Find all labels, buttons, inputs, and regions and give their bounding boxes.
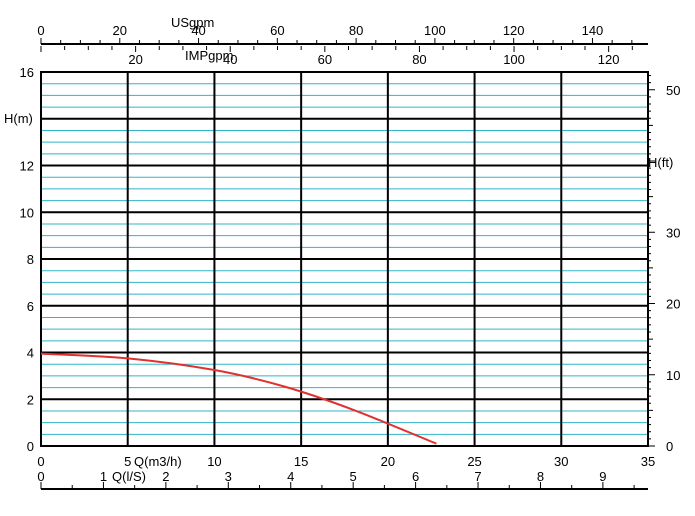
plot-frame <box>40 71 649 447</box>
h-m-tick-label: 12 <box>20 159 34 174</box>
q-m3h-tick-label: 5 <box>124 454 131 469</box>
impgpm-tick-label: 120 <box>598 52 620 67</box>
h-m-axis-label: H(m) <box>4 111 33 126</box>
q-ls-tick-label: 2 <box>162 469 169 484</box>
q-ls-tick-label: 0 <box>37 469 44 484</box>
q-ls-tick-label: 1 <box>100 469 107 484</box>
impgpm-axis-label: IMPgpm <box>185 48 233 63</box>
q-ls-tick-label: 9 <box>599 469 606 484</box>
q-ls-tick-label: 4 <box>287 469 294 484</box>
h-ft-tick-label: 20 <box>666 297 680 312</box>
impgpm-tick-label: 40 <box>223 52 237 67</box>
usgpm-tick-label: 0 <box>37 23 44 38</box>
h-m-tick-label: 4 <box>27 346 34 361</box>
series-layer <box>40 352 437 445</box>
h-ft-tick-label: 50 <box>666 83 680 98</box>
usgpm-tick-label: 120 <box>503 23 525 38</box>
impgpm-tick-label: 20 <box>128 52 142 67</box>
impgpm-tick-label: 100 <box>503 52 525 67</box>
h-m-tick-label: 0 <box>27 439 34 454</box>
q-ls-tick-label: 8 <box>537 469 544 484</box>
h-m-tick-label: 8 <box>27 252 34 267</box>
h-ft-tick-label: 30 <box>666 225 680 240</box>
q-ls-tick-label: 5 <box>350 469 357 484</box>
h-m-tick-label: 10 <box>20 205 34 220</box>
usgpm-tick-label: 80 <box>349 23 363 38</box>
usgpm-tick-label: 20 <box>113 23 127 38</box>
usgpm-tick-label: 60 <box>270 23 284 38</box>
minor-gridlines <box>41 83 648 435</box>
q-m3h-tick-label: 15 <box>294 454 308 469</box>
usgpm-tick-label: 100 <box>424 23 446 38</box>
h-ft-tick-label: 10 <box>666 368 680 383</box>
impgpm-tick-label: 60 <box>318 52 332 67</box>
h-ft-tick-label: 0 <box>666 439 673 454</box>
q-m3h-tick-label: 20 <box>381 454 395 469</box>
usgpm-tick-label: 140 <box>582 23 604 38</box>
q-m3h-tick-label: 10 <box>207 454 221 469</box>
h-m-tick-label: 16 <box>20 65 34 80</box>
major-gridlines <box>41 72 648 446</box>
q-ls-axis-label: Q(l/S) <box>112 469 146 484</box>
h-ft-axis-label: H(ft) <box>648 155 673 170</box>
axis-ticks <box>40 38 655 490</box>
q-m3h-tick-label: 0 <box>37 454 44 469</box>
impgpm-tick-label: 80 <box>412 52 426 67</box>
performance-curve <box>40 352 437 445</box>
h-m-tick-label: 2 <box>27 392 34 407</box>
q-m3h-tick-label: 25 <box>467 454 481 469</box>
usgpm-axis-label: USgpm <box>171 15 214 30</box>
q-m3h-tick-label: 30 <box>554 454 568 469</box>
q-ls-tick-label: 3 <box>225 469 232 484</box>
q-m3h-tick-label: 35 <box>641 454 655 469</box>
q-ls-tick-label: 6 <box>412 469 419 484</box>
h-m-tick-label: 6 <box>27 299 34 314</box>
q-ls-tick-label: 7 <box>474 469 481 484</box>
q-m3h-axis-label: Q(m3/h) <box>134 454 182 469</box>
usgpm-tick-label: 40 <box>191 23 205 38</box>
